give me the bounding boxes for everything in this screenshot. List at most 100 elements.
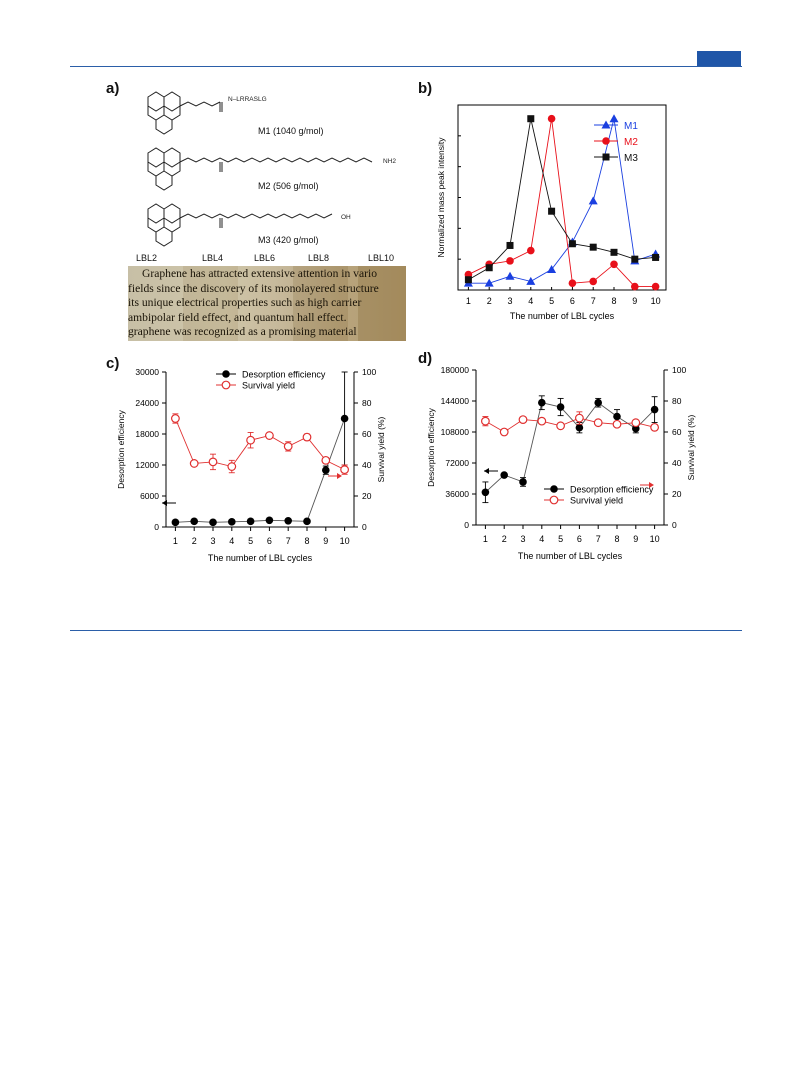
header-tab-mark (697, 51, 741, 66)
y-tick-label: 0 (464, 520, 469, 530)
y2-tick-label: 0 (672, 520, 677, 530)
data-point-M3 (631, 255, 639, 263)
y2-tick-label: 60 (362, 429, 372, 439)
data-point-M2 (506, 257, 514, 265)
data-point (613, 412, 621, 421)
y2-tick-label: 20 (672, 489, 682, 499)
y-tick-label: 0 (154, 522, 159, 532)
y-axis-label: Desorption efficiency (116, 409, 126, 488)
y-tick-label: 36000 (445, 489, 469, 499)
lbl-label: LBL2 (136, 253, 158, 263)
x-tick-label: 7 (596, 534, 601, 544)
molecule-m1 (147, 91, 223, 135)
panel-label-d: d) (418, 350, 433, 367)
left-axis-arrowhead (484, 468, 489, 474)
data-point-M2 (631, 282, 639, 291)
x-tick-label: 1 (173, 536, 178, 546)
data-point-M1 (526, 276, 536, 285)
legend-marker (549, 495, 559, 505)
legend-label: Desorption efficiency (570, 485, 654, 495)
legend-label: Desorption efficiency (242, 370, 326, 380)
data-point (189, 459, 199, 468)
data-point-M1 (484, 278, 494, 287)
x-tick-label: 8 (614, 534, 619, 544)
y-axis-label: Normalized mass peak intensity (436, 137, 446, 258)
data-point (246, 517, 255, 526)
data-point-M3 (485, 264, 493, 272)
data-point-M3 (610, 248, 618, 256)
chart-b: 1 2 3 4 5 6 7 8 9 10 The number of LBL cycles Norma… (436, 104, 667, 321)
x-tick-label: 1 (483, 534, 488, 544)
y2-axis-label: Survival yield (%) (376, 417, 386, 483)
x-tick-label: 10 (651, 296, 661, 306)
legend-label-M3: M3 (624, 153, 638, 164)
x-tick-label: 8 (611, 296, 616, 306)
data-point (519, 478, 527, 486)
data-point (650, 422, 660, 432)
data-point (264, 431, 274, 440)
data-point (575, 423, 584, 432)
lbl-label: LBL10 (368, 253, 395, 263)
data-point (556, 403, 565, 411)
y-tick-label: 180000 (441, 365, 470, 375)
y-tick-label: 18000 (135, 429, 159, 439)
legend-marker-M2 (602, 137, 610, 145)
y-tick-label: 72000 (445, 458, 469, 468)
x-tick-label: 7 (286, 536, 291, 546)
data-point-M2 (610, 260, 618, 269)
x-tick-label: 4 (539, 534, 544, 544)
data-point (190, 517, 198, 526)
data-point-M1 (609, 114, 619, 123)
y2-tick-label: 20 (362, 491, 372, 501)
right-axis-arrowhead (337, 473, 342, 479)
m2-name: M2 (506 g/mol) (258, 181, 319, 191)
data-point (209, 518, 217, 527)
lbl-label: LBL8 (308, 253, 330, 263)
x-tick-label: 6 (570, 296, 575, 306)
x-tick-label: 2 (192, 536, 197, 546)
panel-label-a: a) (106, 80, 120, 97)
data-point (518, 415, 528, 424)
x-tick-label: 7 (591, 296, 596, 306)
x-tick-label: 3 (210, 536, 215, 546)
y2-tick-label: 60 (672, 427, 682, 437)
data-point-M2 (589, 277, 597, 286)
x-tick-label: 4 (229, 536, 234, 546)
data-point (284, 517, 292, 525)
header-rule (70, 66, 742, 67)
data-point (650, 405, 659, 414)
m2-substituent: NH2 (383, 158, 396, 165)
data-point-M3 (548, 207, 556, 215)
data-point-M3 (527, 115, 535, 123)
photo-text-line: graphene was recognized as a promising m… (128, 325, 357, 339)
y2-tick-label: 80 (672, 396, 682, 406)
chart-c: 0 6000 12000 18000 24000 30000 0 20 40 60 80 100 1 2 3… (116, 367, 386, 563)
data-point (321, 455, 331, 465)
series-line (485, 417, 655, 433)
y-axis-label: Desorption efficiency (426, 407, 436, 486)
y-tick-label: 108000 (441, 427, 470, 437)
data-point (283, 441, 293, 451)
right-axis-arrowhead (649, 482, 654, 488)
legend-label-M2: M2 (624, 137, 638, 148)
x-tick-label: 4 (528, 296, 533, 306)
x-axis-label: The number of LBL cycles (510, 311, 615, 321)
lbl-labels: LBL2 LBL4 LBL6 LBL8 LBL10 (128, 253, 408, 265)
x-tick-label: 3 (520, 534, 525, 544)
x-tick-label: 8 (304, 536, 309, 546)
y2-axis-label: Survival yield (%) (686, 415, 696, 481)
x-tick-label: 1 (466, 296, 471, 306)
m1-substituent: N–LRRASLG (228, 96, 267, 103)
x-tick-label: 5 (248, 536, 253, 546)
panel-label-c: c) (106, 355, 120, 372)
series-line-M2 (468, 118, 656, 288)
data-point (340, 465, 350, 475)
legend-marker-M3 (602, 153, 610, 161)
data-point (594, 398, 602, 407)
data-point-M2 (568, 279, 577, 287)
legend-marker (221, 380, 231, 390)
y2-tick-label: 100 (672, 365, 686, 375)
data-point (227, 462, 237, 471)
m3-substituent: OH (341, 214, 351, 221)
lbl-label: LBL6 (254, 253, 276, 263)
